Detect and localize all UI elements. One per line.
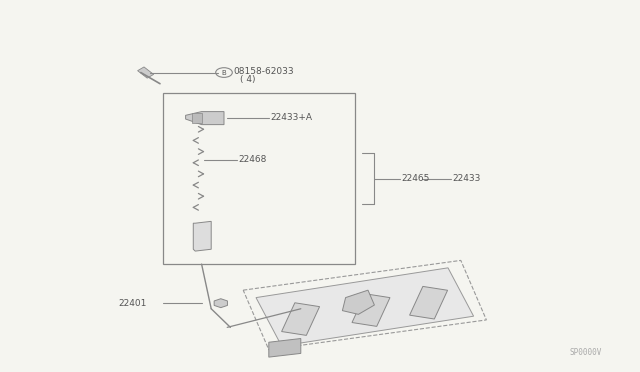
Polygon shape <box>138 67 154 78</box>
Text: 22401: 22401 <box>118 299 147 308</box>
Bar <box>282 303 319 336</box>
Polygon shape <box>193 221 211 251</box>
Polygon shape <box>186 112 224 125</box>
Bar <box>352 294 390 326</box>
Bar <box>163 93 355 264</box>
Text: SP0000V: SP0000V <box>569 348 602 357</box>
Text: 22465: 22465 <box>401 174 429 183</box>
Bar <box>192 113 202 123</box>
Polygon shape <box>214 299 227 308</box>
Polygon shape <box>342 290 374 314</box>
Polygon shape <box>269 339 301 357</box>
Text: 08158-62033: 08158-62033 <box>234 67 294 76</box>
Text: B: B <box>221 70 227 76</box>
Text: 22433+A: 22433+A <box>271 113 313 122</box>
Text: 22468: 22468 <box>238 155 266 164</box>
Text: 22433: 22433 <box>452 174 481 183</box>
Polygon shape <box>256 268 474 346</box>
Text: ( 4): ( 4) <box>240 76 255 84</box>
Bar <box>410 286 447 319</box>
